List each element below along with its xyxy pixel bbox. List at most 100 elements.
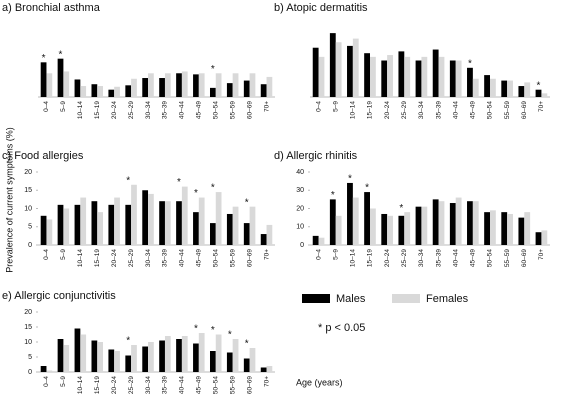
- x-tick-label: 40–44: [179, 376, 186, 394]
- bar: [472, 78, 479, 97]
- x-tick-label: 70+: [263, 376, 270, 387]
- panel-title: b) Atopic dermatitis: [274, 2, 368, 14]
- bar: [364, 192, 370, 245]
- bar: [40, 62, 47, 97]
- bar: [432, 199, 439, 245]
- bar: [198, 197, 205, 245]
- bar: [164, 73, 171, 97]
- bar: [381, 60, 388, 97]
- significance-marker: *: [365, 183, 369, 194]
- y-tick-label: 5: [28, 224, 32, 231]
- bar: [148, 342, 154, 372]
- bar: [193, 343, 199, 372]
- y-tick-label: 10: [296, 224, 304, 231]
- bar: [524, 212, 531, 245]
- x-tick-label: 10–14: [77, 249, 84, 267]
- bar: [114, 351, 120, 372]
- bar: [232, 206, 239, 245]
- x-tick-label: 30–34: [145, 376, 152, 394]
- x-tick-label: 30–34: [145, 249, 152, 267]
- x-tick-label: 10–14: [350, 249, 357, 267]
- y-tick-label: 40: [296, 169, 304, 176]
- x-tick-label: 20–24: [111, 101, 118, 119]
- significance-marker: *: [245, 339, 249, 350]
- bar: [335, 215, 342, 245]
- bar: [108, 89, 115, 97]
- bar: [370, 56, 376, 97]
- bar: [490, 210, 496, 245]
- legend-swatch: [392, 294, 420, 303]
- x-tick-label: 15–19: [94, 376, 101, 394]
- bar: [260, 367, 267, 372]
- bar: [74, 204, 81, 245]
- bar: [318, 56, 325, 97]
- bar: [164, 201, 171, 245]
- bar: [74, 328, 81, 372]
- bar: [215, 192, 222, 245]
- bar: [524, 82, 531, 97]
- bar: [209, 223, 216, 245]
- bar: [63, 71, 70, 97]
- bar: [335, 42, 342, 97]
- bar: [164, 336, 171, 372]
- x-tick-label: 45–49: [196, 101, 203, 119]
- x-tick-label: 5–9: [60, 249, 67, 260]
- significance-marker: *: [177, 177, 181, 188]
- significance-marker: *: [331, 190, 335, 201]
- x-tick-label: 10–14: [77, 376, 84, 394]
- bar: [40, 215, 47, 245]
- y-tick-label: 20: [24, 169, 32, 176]
- x-tick-label: 35–39: [162, 249, 169, 267]
- bar: [484, 212, 490, 245]
- y-tick-label: 0: [28, 242, 32, 249]
- bar: [226, 213, 233, 245]
- bar: [312, 47, 319, 97]
- bar: [176, 339, 182, 372]
- bar: [57, 339, 64, 372]
- bar: [501, 80, 508, 97]
- x-tick-label: 35–39: [435, 249, 442, 267]
- x-tick-label: 35–39: [162, 101, 169, 119]
- x-tick-label: 60–69: [246, 376, 253, 394]
- x-tick-label: 60–69: [521, 249, 528, 267]
- y-tick-label: 30: [296, 187, 304, 194]
- bar: [467, 201, 473, 245]
- bar: [541, 230, 548, 245]
- bar: [398, 51, 405, 97]
- bar: [249, 206, 256, 245]
- significance-marker: *: [211, 64, 215, 75]
- bar: [501, 212, 508, 245]
- x-tick-label: 30–34: [418, 249, 425, 267]
- x-tick-label: 0–4: [43, 101, 50, 112]
- bar: [455, 60, 462, 97]
- bar: [63, 208, 70, 245]
- bar: [518, 217, 525, 245]
- bar: [518, 86, 525, 97]
- bar: [438, 201, 445, 245]
- x-tick-label: 55–59: [504, 101, 511, 119]
- bar: [46, 219, 53, 245]
- bar: [312, 235, 319, 245]
- x-tick-label: 5–9: [332, 249, 339, 260]
- significance-marker: *: [399, 203, 403, 214]
- bar: [198, 73, 205, 97]
- bar: [91, 201, 98, 245]
- bar: [243, 223, 250, 245]
- x-tick-label: 70+: [538, 101, 545, 112]
- significance-marker: *: [468, 58, 472, 69]
- x-tick-label: 5–9: [332, 101, 339, 112]
- bar: [80, 334, 87, 372]
- bar: [91, 84, 98, 97]
- x-tick-label: 30–34: [418, 101, 425, 119]
- x-tick-label: 45–49: [470, 101, 477, 119]
- bar: [57, 204, 64, 245]
- significance-marker: *: [42, 53, 46, 64]
- y-tick-label: 0: [28, 369, 32, 376]
- x-tick-label: 55–59: [229, 249, 236, 267]
- bar: [490, 78, 496, 97]
- bar: [507, 80, 513, 97]
- bar: [398, 215, 405, 245]
- bar: [131, 184, 137, 245]
- bar: [455, 197, 462, 245]
- x-tick-label: 70+: [263, 101, 270, 112]
